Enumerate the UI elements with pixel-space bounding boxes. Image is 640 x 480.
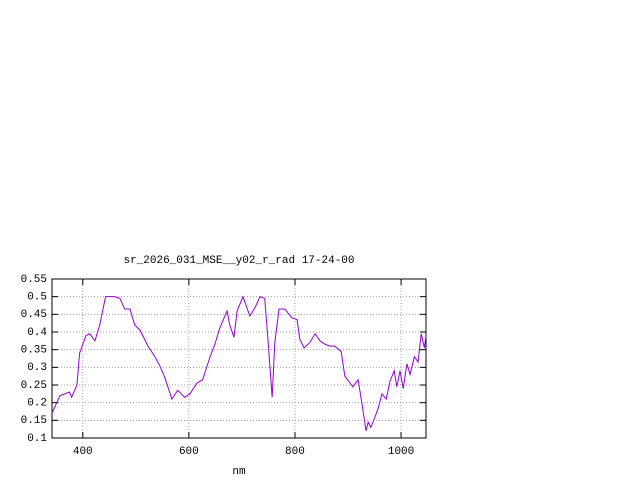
x-tick-label: 800: [285, 446, 305, 458]
data-line: [51, 295, 427, 432]
x-tick-label: 600: [179, 446, 199, 458]
y-tick-label: 0.25: [21, 380, 47, 392]
y-tick-label: 0.5: [27, 292, 47, 304]
y-tick-label: 0.4: [27, 327, 47, 339]
y-tick-label: 0.45: [21, 309, 47, 321]
plot-border: [51, 278, 427, 439]
x-axis-label: nm: [232, 466, 246, 478]
y-tick-label: 0.3: [27, 362, 47, 374]
chart-title: sr_2026_031_MSE__y02_r_rad 17-24-00: [123, 255, 354, 267]
y-tick-label: 0.1: [27, 433, 47, 445]
y-tick-label: 0.35: [21, 345, 47, 357]
x-tick-label: 400: [73, 446, 93, 458]
y-tick-label: 0.55: [21, 274, 47, 286]
y-tick-label: 0.15: [21, 415, 47, 427]
x-tick-label: 1000: [388, 446, 414, 458]
y-tick-label: 0.2: [27, 398, 47, 410]
